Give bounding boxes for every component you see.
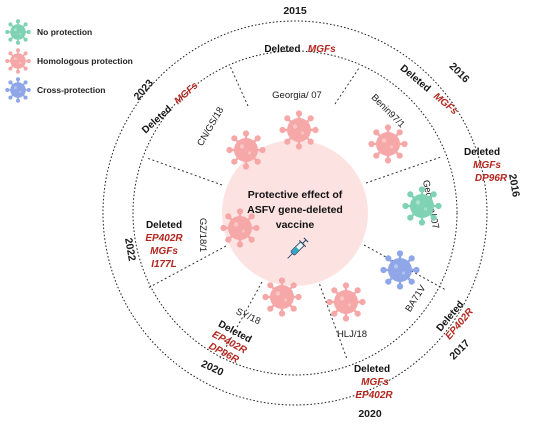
virus-icon-ba71v — [380, 250, 420, 290]
legend: No protection Homologous protection Cros… — [5, 19, 133, 103]
year-top: 2015 — [283, 5, 307, 17]
syringe-icon — [287, 237, 309, 259]
deletion-left-gene-3: I177L — [151, 259, 177, 270]
legend-no-protection-icon — [5, 19, 31, 45]
virus-icon-georgia-right — [402, 186, 442, 226]
virus-icon-georgia-top — [279, 110, 319, 150]
deletion-upper-left-gene: MGFs — [173, 80, 201, 107]
strain-label-gz: GZ/18/1 — [197, 218, 208, 252]
deletion-bottom-gene-2: EP402R — [355, 390, 393, 401]
deletion-bottom-prefix: Deleted — [354, 364, 390, 375]
inner-ring — [132, 50, 458, 376]
deletion-top-gene: MGFs — [308, 44, 336, 55]
outer-ring — [102, 20, 488, 406]
year-bottom: 2020 — [358, 408, 382, 420]
deletion-lower-right: Deleted EP402R — [435, 299, 477, 342]
deletion-left-prefix: Deleted — [146, 220, 182, 231]
legend-homologous-icon — [5, 48, 31, 74]
deletion-right-gene-1: MGFs — [473, 160, 501, 171]
center-line-3: vaccine — [276, 219, 315, 231]
deletion-top: Deleted MGFs — [264, 39, 336, 56]
virus-icon-gz — [220, 208, 260, 248]
strain-label-ba71v: BA71V — [403, 283, 428, 314]
deletion-right-prefix: Deleted — [464, 147, 500, 158]
strain-label-georgia-top: Georgia/ 07 — [272, 90, 322, 101]
year-left: 2022 — [122, 237, 138, 262]
legend-homologous-label: Homologous protection — [37, 56, 133, 66]
virus-icon-sy — [262, 277, 302, 317]
center-disc — [222, 140, 368, 286]
year-upper-right: 2016 — [447, 60, 472, 85]
center-line-1: Protective effect of — [248, 189, 343, 201]
year-right: 2016 — [506, 173, 522, 198]
deletion-bottom: Deleted MGFs EP402R — [354, 364, 393, 401]
legend-no-protection-label: No protection — [37, 27, 92, 37]
legend-cross-protection-icon — [5, 77, 31, 103]
strain-label-sy: SY/18 — [234, 306, 262, 327]
virus-icon-cngs — [226, 130, 266, 170]
year-upper-left: 2023 — [131, 77, 156, 103]
center-line-2: ASFV gene-deleted — [247, 204, 343, 216]
virus-icon-benin — [368, 124, 408, 164]
deletion-upper-right-gene: MGFs — [431, 91, 460, 118]
deletion-upper-right-prefix: Deleted — [398, 63, 433, 95]
legend-cross-protection-label: Cross-protection — [37, 85, 105, 95]
deletion-lower-left: Deleted EP402R DP96R — [207, 319, 254, 366]
strain-label-cngs: CN/GS/18 — [195, 105, 226, 148]
deletion-right: Deleted MGFs DP96R — [464, 147, 508, 184]
deletion-left: Deleted EP402R MGFs I177L — [145, 220, 183, 270]
deletion-bottom-gene-1: MGFs — [361, 377, 389, 388]
deletion-upper-left-prefix: Deleted — [140, 104, 174, 136]
svg-text:Deleted MGFs: Deleted MGFs — [264, 39, 336, 56]
year-lower-left: 2020 — [199, 358, 225, 379]
virus-icon-hlj — [326, 282, 366, 322]
deletion-left-gene-2: MGFs — [150, 246, 178, 257]
deletion-top-prefix: Deleted — [264, 44, 300, 55]
strain-label-hlj: HLJ/18 — [337, 329, 367, 340]
deletion-right-gene-2: DP96R — [475, 173, 508, 184]
deletion-left-gene-1: EP402R — [145, 233, 183, 244]
